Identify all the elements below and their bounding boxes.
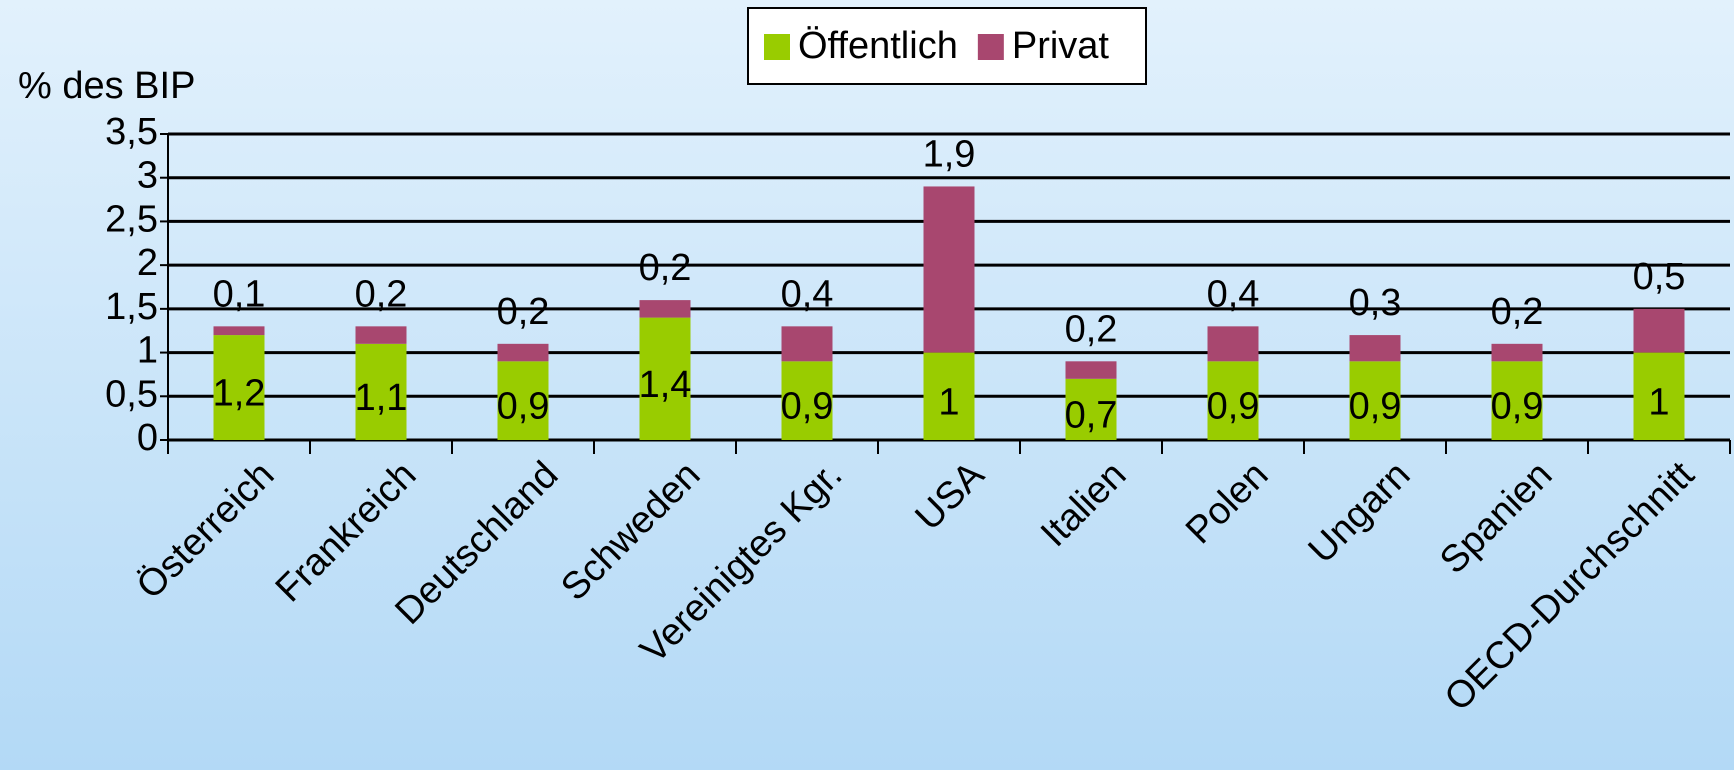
data-label: 1 [938,381,959,423]
data-label: 0,2 [1491,291,1544,333]
y-tick-label: 1,5 [105,286,158,328]
data-label: 0,2 [639,247,692,289]
bar-segment [639,300,691,318]
y-tick-label: 2 [137,242,158,284]
data-label: 1,2 [213,373,266,415]
bar-segment [1065,361,1117,379]
bar-segment [1633,352,1685,440]
data-label: 0,2 [1065,308,1118,350]
legend-label: Privat [1012,25,1110,67]
bar-segment [1207,326,1259,362]
data-label: 1,9 [923,133,976,175]
bar-segment [923,352,975,440]
y-tick-label: 0 [137,417,158,459]
bar-segment [497,343,549,362]
data-label: 0,4 [781,273,834,315]
bar-segment [213,335,265,440]
y-tick-label: 1 [137,330,158,372]
data-label: 1,1 [355,377,408,419]
data-label: 0,4 [1207,273,1260,315]
bar-segment [1349,361,1401,440]
y-axis-label: % des BIP [18,65,195,107]
data-label: 0,2 [497,291,550,333]
y-tick-label: 3,5 [105,111,158,153]
legend-label: Öffentlich [798,25,958,67]
data-label: 0,3 [1349,282,1402,324]
bar-segment [355,326,407,344]
bar-segment [781,326,833,362]
data-label: 0,9 [1491,386,1544,428]
data-label: 0,9 [1349,386,1402,428]
legend-swatch [977,34,1004,60]
bar-segment [639,317,691,440]
data-label: 0,5 [1633,256,1686,298]
y-tick-label: 0,5 [105,373,158,415]
data-label: 1 [1648,381,1669,423]
bar-segment [355,343,407,440]
bar-segment [213,326,265,336]
data-label: 0,1 [213,273,266,315]
legend-swatch [764,34,790,60]
bar-segment [1491,343,1543,362]
data-label: 0,9 [1207,386,1260,428]
bar-segment [781,361,833,440]
data-label: 1,4 [639,364,692,406]
bar-segment [1633,308,1685,353]
bar-segment [497,361,549,440]
bar-segment [1491,361,1543,440]
data-label: 0,9 [497,386,550,428]
bar-segment [1065,378,1117,440]
bar-segment [923,186,975,353]
data-label: 0,9 [781,386,834,428]
bar-segment [1349,335,1401,362]
y-tick-label: 2,5 [105,198,158,240]
y-tick-label: 3 [137,155,158,197]
legend-box [747,7,1147,85]
data-label: 0,7 [1065,394,1118,436]
data-label: 0,2 [355,273,408,315]
bar-segment [1207,361,1259,440]
